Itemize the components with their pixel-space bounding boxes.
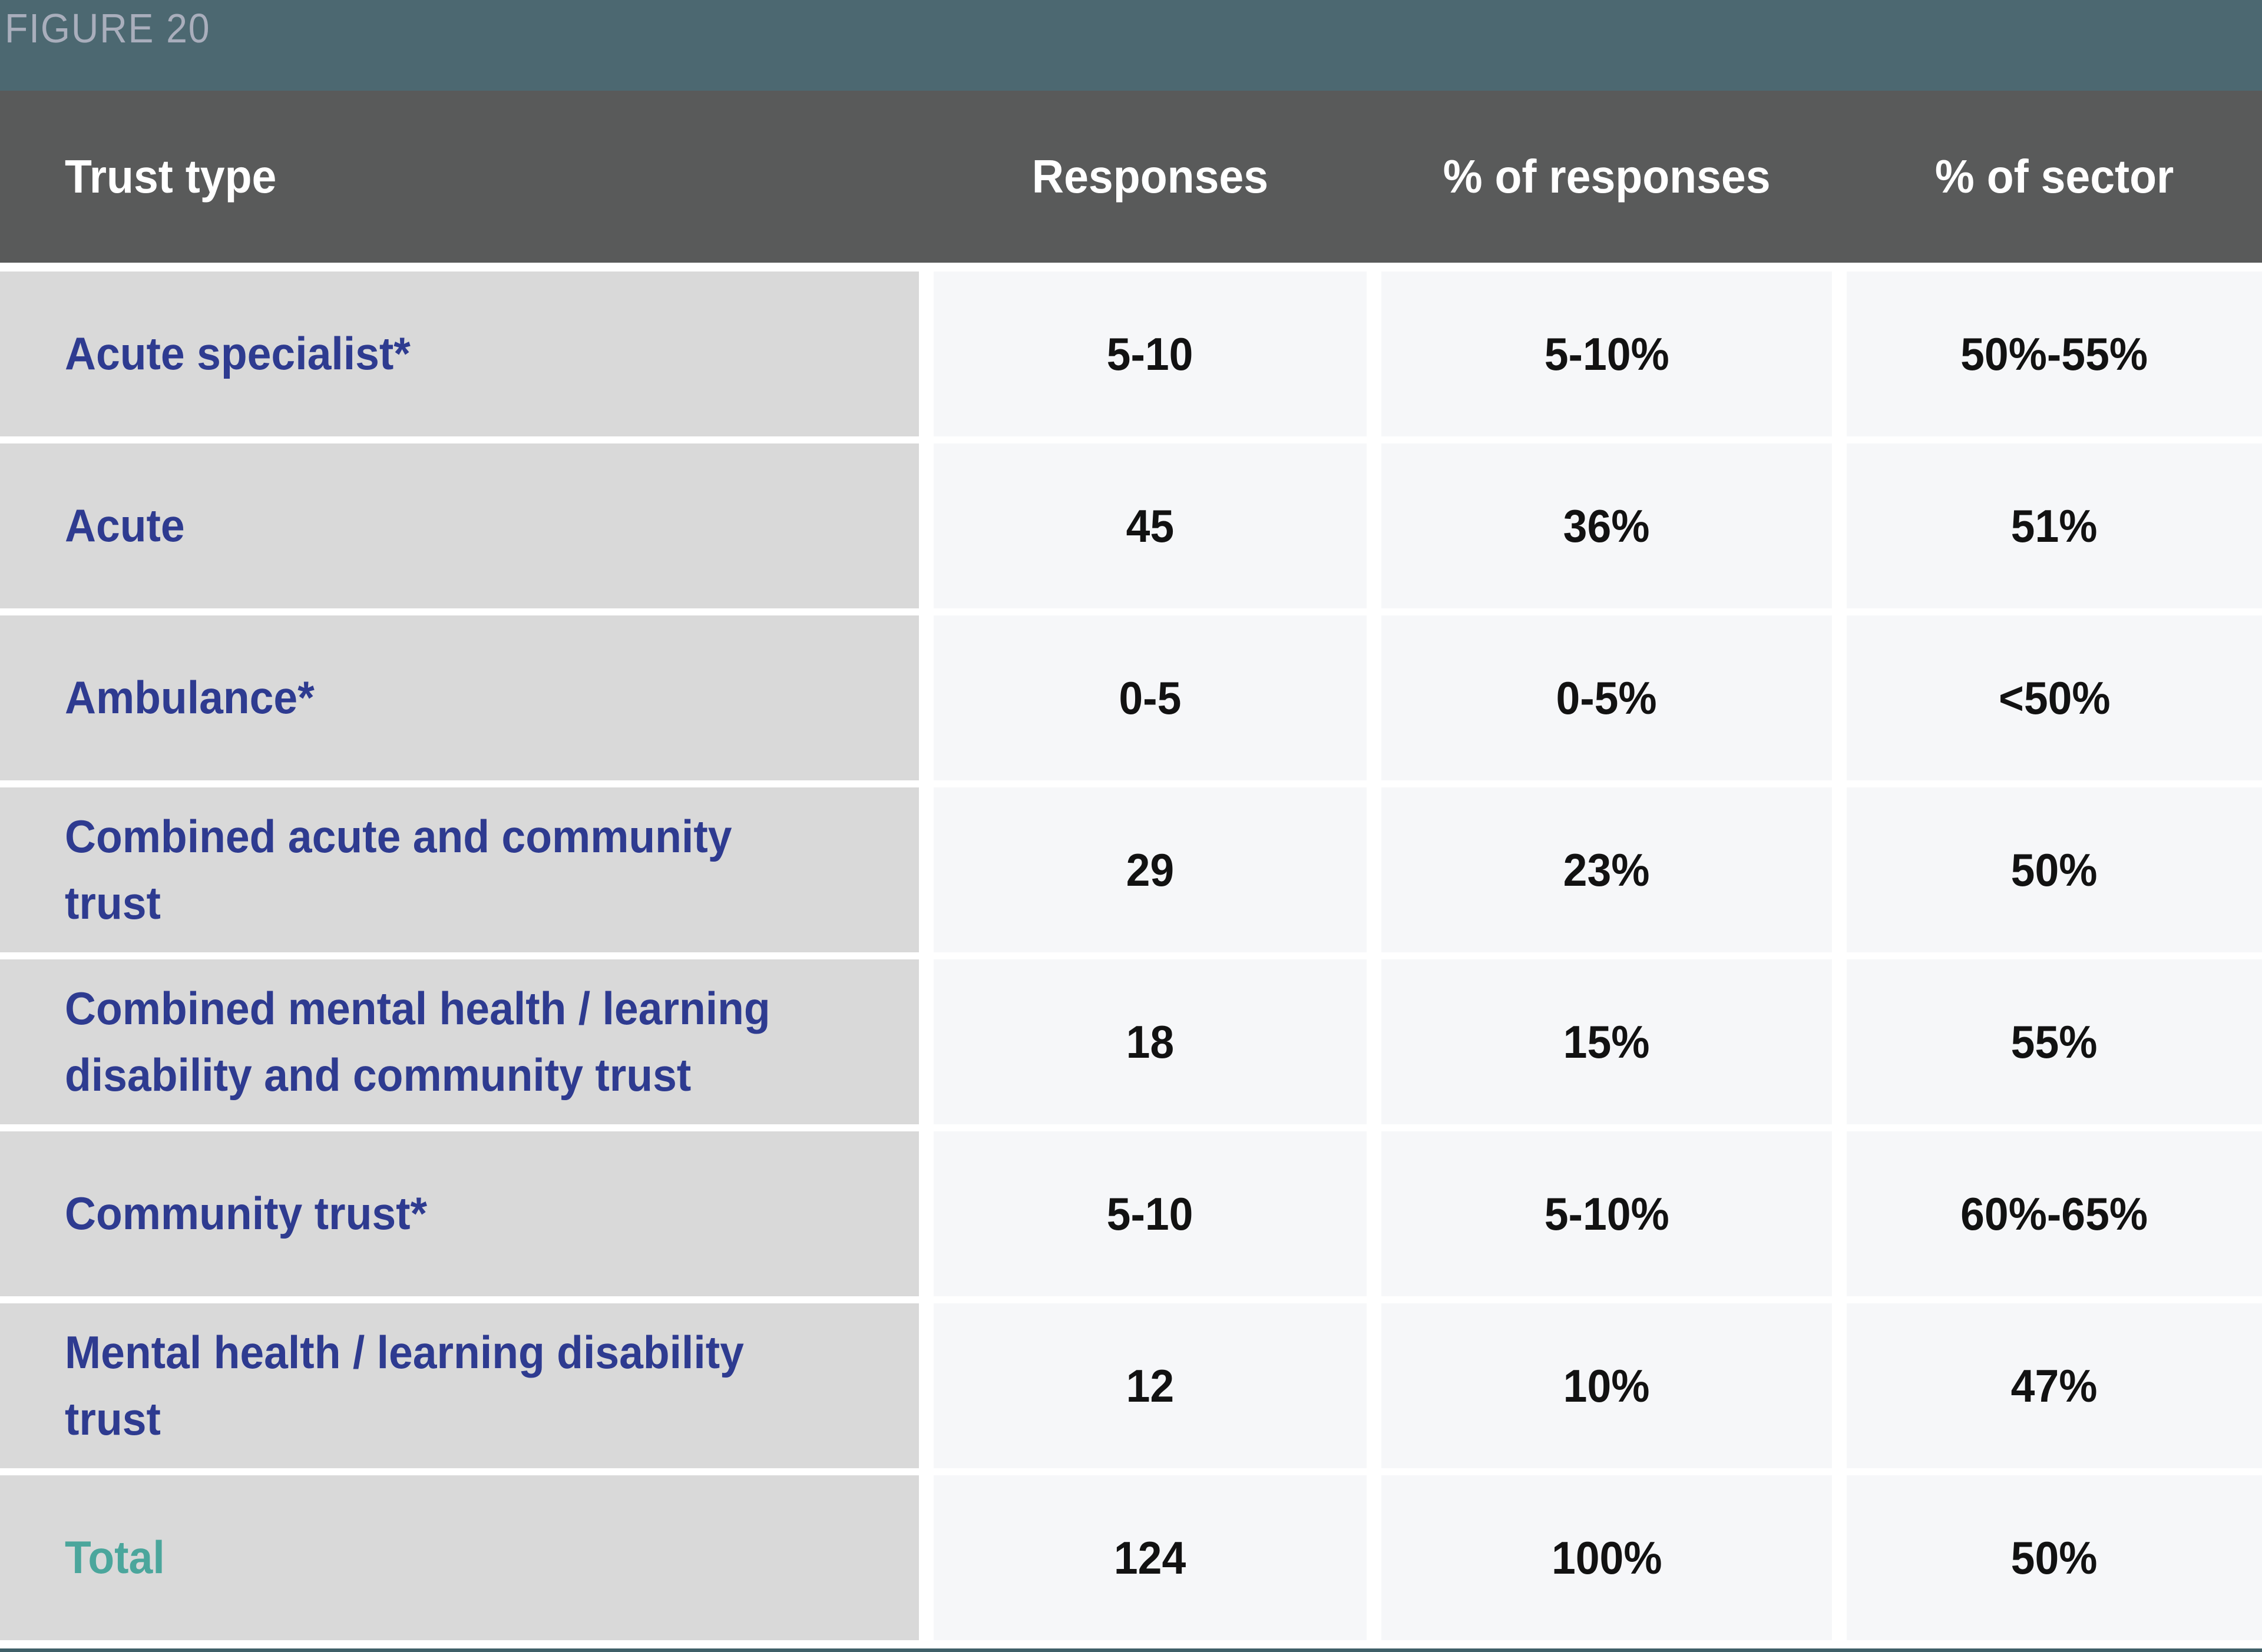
trust-type-cell: Acute bbox=[0, 443, 919, 608]
trust-type-cell: Acute specialist* bbox=[0, 272, 919, 436]
figure-banner: FIGURE 20 bbox=[0, 0, 2262, 91]
pct-of-sector-cell: <50% bbox=[1847, 615, 2262, 780]
responses-cell: 12 bbox=[934, 1303, 1367, 1468]
pct-of-sector-cell: 50% bbox=[1847, 787, 2262, 952]
pct-of-sector-cell: 55% bbox=[1847, 959, 2262, 1124]
responses-cell: 18 bbox=[934, 959, 1367, 1124]
pct-of-responses-cell: 5-10% bbox=[1381, 272, 1832, 436]
figure-title: FIGURE 20 bbox=[5, 5, 211, 51]
responses-cell: 124 bbox=[934, 1475, 1367, 1640]
trust-type-cell: Ambulance* bbox=[0, 615, 919, 780]
trust-type-cell: Combined mental health / learning disabi… bbox=[0, 959, 919, 1124]
pct-of-responses-cell: 5-10% bbox=[1381, 1131, 1832, 1296]
pct-of-responses-cell: 15% bbox=[1381, 959, 1832, 1124]
header-responses: Responses bbox=[1031, 150, 1269, 203]
responses-cell: 29 bbox=[934, 787, 1367, 952]
responses-cell: 45 bbox=[934, 443, 1367, 608]
bottom-rule bbox=[0, 1648, 2262, 1652]
pct-of-sector-cell: 47% bbox=[1847, 1303, 2262, 1468]
table-header-row: Trust type Responses % of responses % of… bbox=[0, 91, 2262, 263]
trust-type-cell: Community trust* bbox=[0, 1131, 919, 1296]
trust-type-cell: Mental health / learning disability trus… bbox=[0, 1303, 919, 1468]
header-pct-of-responses: % of responses bbox=[1443, 150, 1771, 203]
table-body: Acute specialist* 5-10 5-10% 50%-55% Acu… bbox=[0, 263, 2262, 1648]
pct-of-responses-cell: 100% bbox=[1381, 1475, 1832, 1640]
pct-of-sector-cell: 50% bbox=[1847, 1475, 2262, 1640]
trust-type-cell: Combined acute and community trust bbox=[0, 787, 919, 952]
pct-of-responses-cell: 0-5% bbox=[1381, 615, 1832, 780]
responses-cell: 0-5 bbox=[934, 615, 1367, 780]
header-trust-type: Trust type bbox=[65, 150, 277, 203]
header-pct-of-sector: % of sector bbox=[1934, 150, 2174, 203]
pct-of-responses-cell: 36% bbox=[1381, 443, 1832, 608]
pct-of-sector-cell: 50%-55% bbox=[1847, 272, 2262, 436]
pct-of-sector-cell: 51% bbox=[1847, 443, 2262, 608]
pct-of-sector-cell: 60%-65% bbox=[1847, 1131, 2262, 1296]
pct-of-responses-cell: 10% bbox=[1381, 1303, 1832, 1468]
trust-type-cell-total: Total bbox=[0, 1475, 919, 1640]
responses-cell: 5-10 bbox=[934, 1131, 1367, 1296]
responses-cell: 5-10 bbox=[934, 272, 1367, 436]
pct-of-responses-cell: 23% bbox=[1381, 787, 1832, 952]
